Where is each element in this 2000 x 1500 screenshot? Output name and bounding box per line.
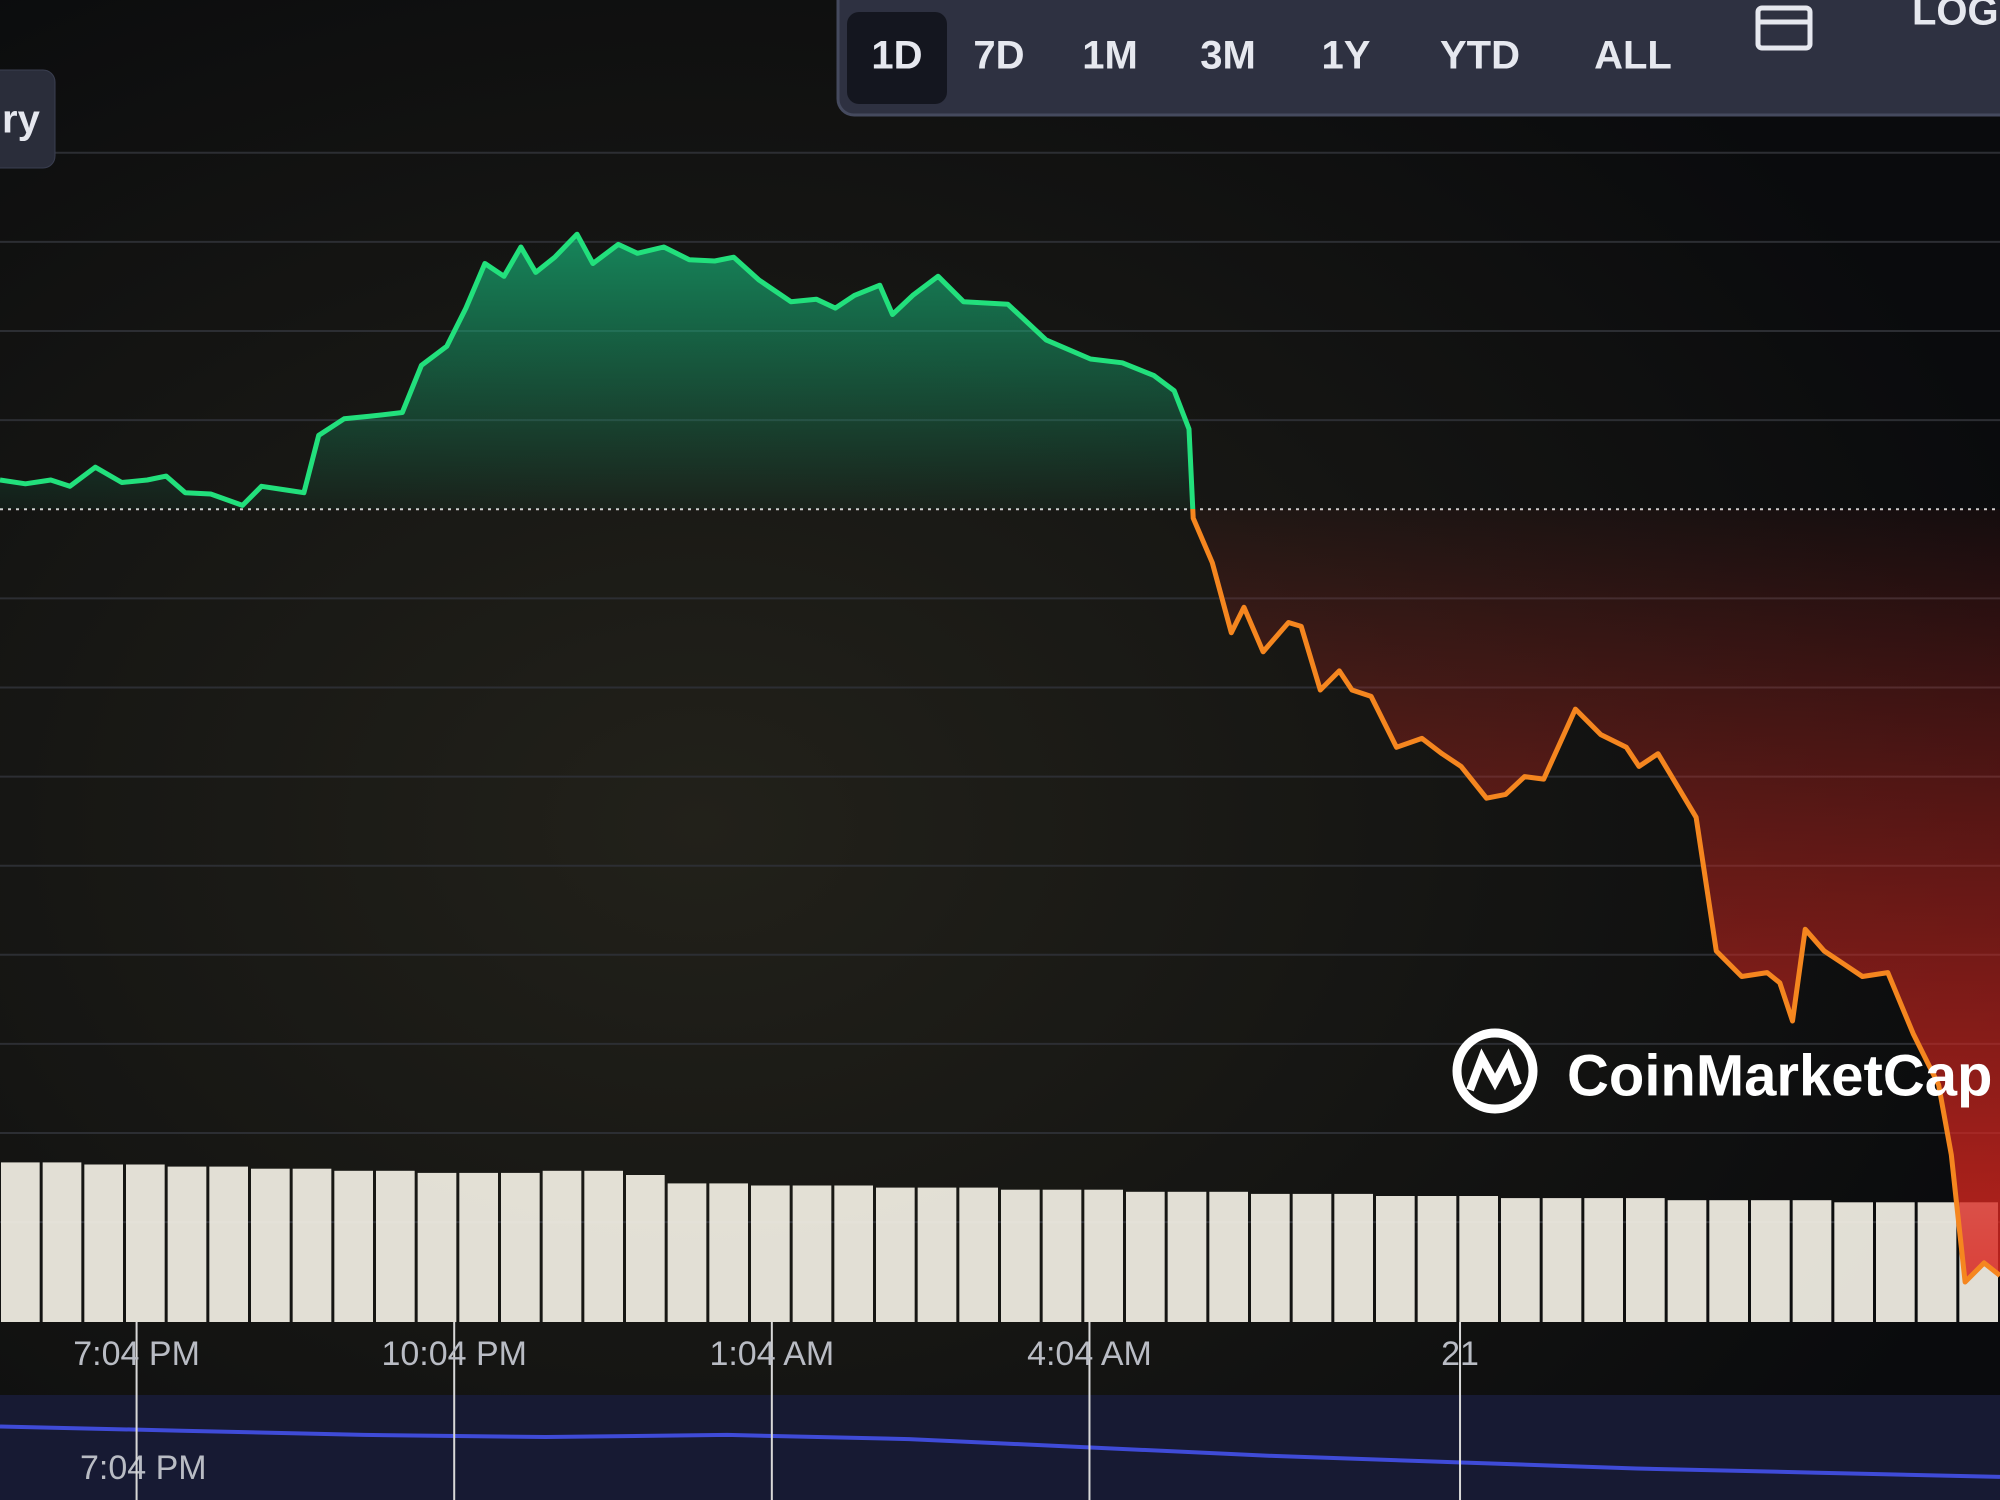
calendar-icon[interactable] — [1755, 5, 1813, 51]
x-tick-label: 21 — [1441, 1335, 1479, 1373]
range-button[interactable]: 7D — [973, 34, 1024, 78]
volume-bar — [1584, 1198, 1623, 1322]
volume-bar — [876, 1187, 915, 1322]
volume-bar — [1167, 1191, 1207, 1322]
volume-bar — [1917, 1202, 1957, 1322]
volume-bar — [1501, 1198, 1540, 1322]
navigator-line — [0, 1424, 2000, 1479]
volume-bar — [1459, 1196, 1498, 1322]
volume-bar — [376, 1170, 415, 1322]
volume-bar — [959, 1187, 998, 1322]
range-button[interactable]: 1D — [871, 34, 922, 78]
x-tick-label: 7:04 PM — [73, 1335, 200, 1373]
x-tick-label: 10:04 PM — [381, 1335, 527, 1373]
volume-bar — [1626, 1198, 1665, 1322]
range-bar — [836, 0, 2000, 117]
log-button[interactable]: LOG — [1912, 0, 1999, 34]
volume-bar — [501, 1172, 540, 1322]
volume-bar — [42, 1162, 82, 1322]
volume-bar — [251, 1168, 290, 1322]
side-button[interactable] — [0, 69, 56, 169]
volume-bar — [1876, 1202, 1915, 1322]
volume-bar — [917, 1187, 957, 1322]
volume-bar — [1417, 1196, 1457, 1322]
volume-bar — [126, 1164, 165, 1322]
calendar-body[interactable] — [1755, 5, 1813, 51]
range-button[interactable]: 1Y — [1322, 34, 1371, 78]
price-area — [0, 234, 2000, 1283]
volume-bar — [751, 1185, 790, 1322]
volume-bar — [584, 1170, 623, 1322]
volume-bar — [834, 1185, 873, 1322]
volume-bar — [1209, 1191, 1248, 1322]
range-button[interactable]: 3M — [1200, 34, 1256, 78]
volume-bar — [1792, 1200, 1832, 1322]
volume-bar — [792, 1185, 832, 1322]
volume-bar — [334, 1170, 373, 1322]
x-tick-label: 1:04 AM — [709, 1335, 834, 1373]
volume-bar — [1001, 1189, 1040, 1322]
selected-range[interactable] — [847, 12, 947, 104]
volume-bar — [1292, 1193, 1332, 1322]
volume-bar — [167, 1166, 207, 1322]
volume-bar — [1834, 1202, 1873, 1322]
navigator-band — [0, 1395, 2000, 1500]
volume-bar — [1042, 1189, 1082, 1322]
volume-bar — [459, 1172, 498, 1322]
volume-bar — [542, 1170, 582, 1322]
range-button[interactable]: 1M — [1082, 34, 1138, 78]
range-buttons: 1D 7D 1M 3M 1Y YTD ALL — [847, 12, 1672, 104]
volume-bar — [84, 1164, 123, 1322]
volume-bar — [417, 1172, 457, 1322]
volume-bar — [1334, 1193, 1373, 1322]
volume-bar — [1251, 1193, 1290, 1322]
plot: 7:04 PM 7:04 PM 10:04 PM 1:04 AM 4:04 AM 21 — [0, 151, 2000, 1500]
volume-bar — [1376, 1196, 1415, 1322]
side-button-label[interactable]: ry — [2, 98, 41, 142]
range-button[interactable]: ALL — [1594, 34, 1672, 78]
volume-bar — [709, 1183, 748, 1322]
logo-m — [1466, 1048, 1522, 1092]
volume-bar — [1667, 1200, 1707, 1322]
volume-bar — [1751, 1200, 1790, 1322]
volume-bar — [1542, 1198, 1582, 1322]
watermark: CoinMarketCap — [1452, 1028, 1992, 1114]
x-tick-label: 4:04 AM — [1027, 1335, 1152, 1373]
navigator-label: 7:04 PM — [80, 1449, 207, 1487]
volume-bar — [209, 1166, 248, 1322]
volume-bar — [1709, 1200, 1748, 1322]
logo-ring — [1452, 1028, 1538, 1114]
volume-bar — [292, 1168, 332, 1322]
price-line — [0, 231, 2000, 1285]
volume-bar — [1, 1162, 40, 1322]
watermark-text: CoinMarketCap — [1567, 1043, 1992, 1108]
volume-bar — [667, 1183, 707, 1322]
volume-bar — [626, 1175, 665, 1322]
volume-bar — [1084, 1189, 1123, 1322]
range-button[interactable]: YTD — [1440, 34, 1520, 78]
volume-bar — [1126, 1191, 1165, 1322]
